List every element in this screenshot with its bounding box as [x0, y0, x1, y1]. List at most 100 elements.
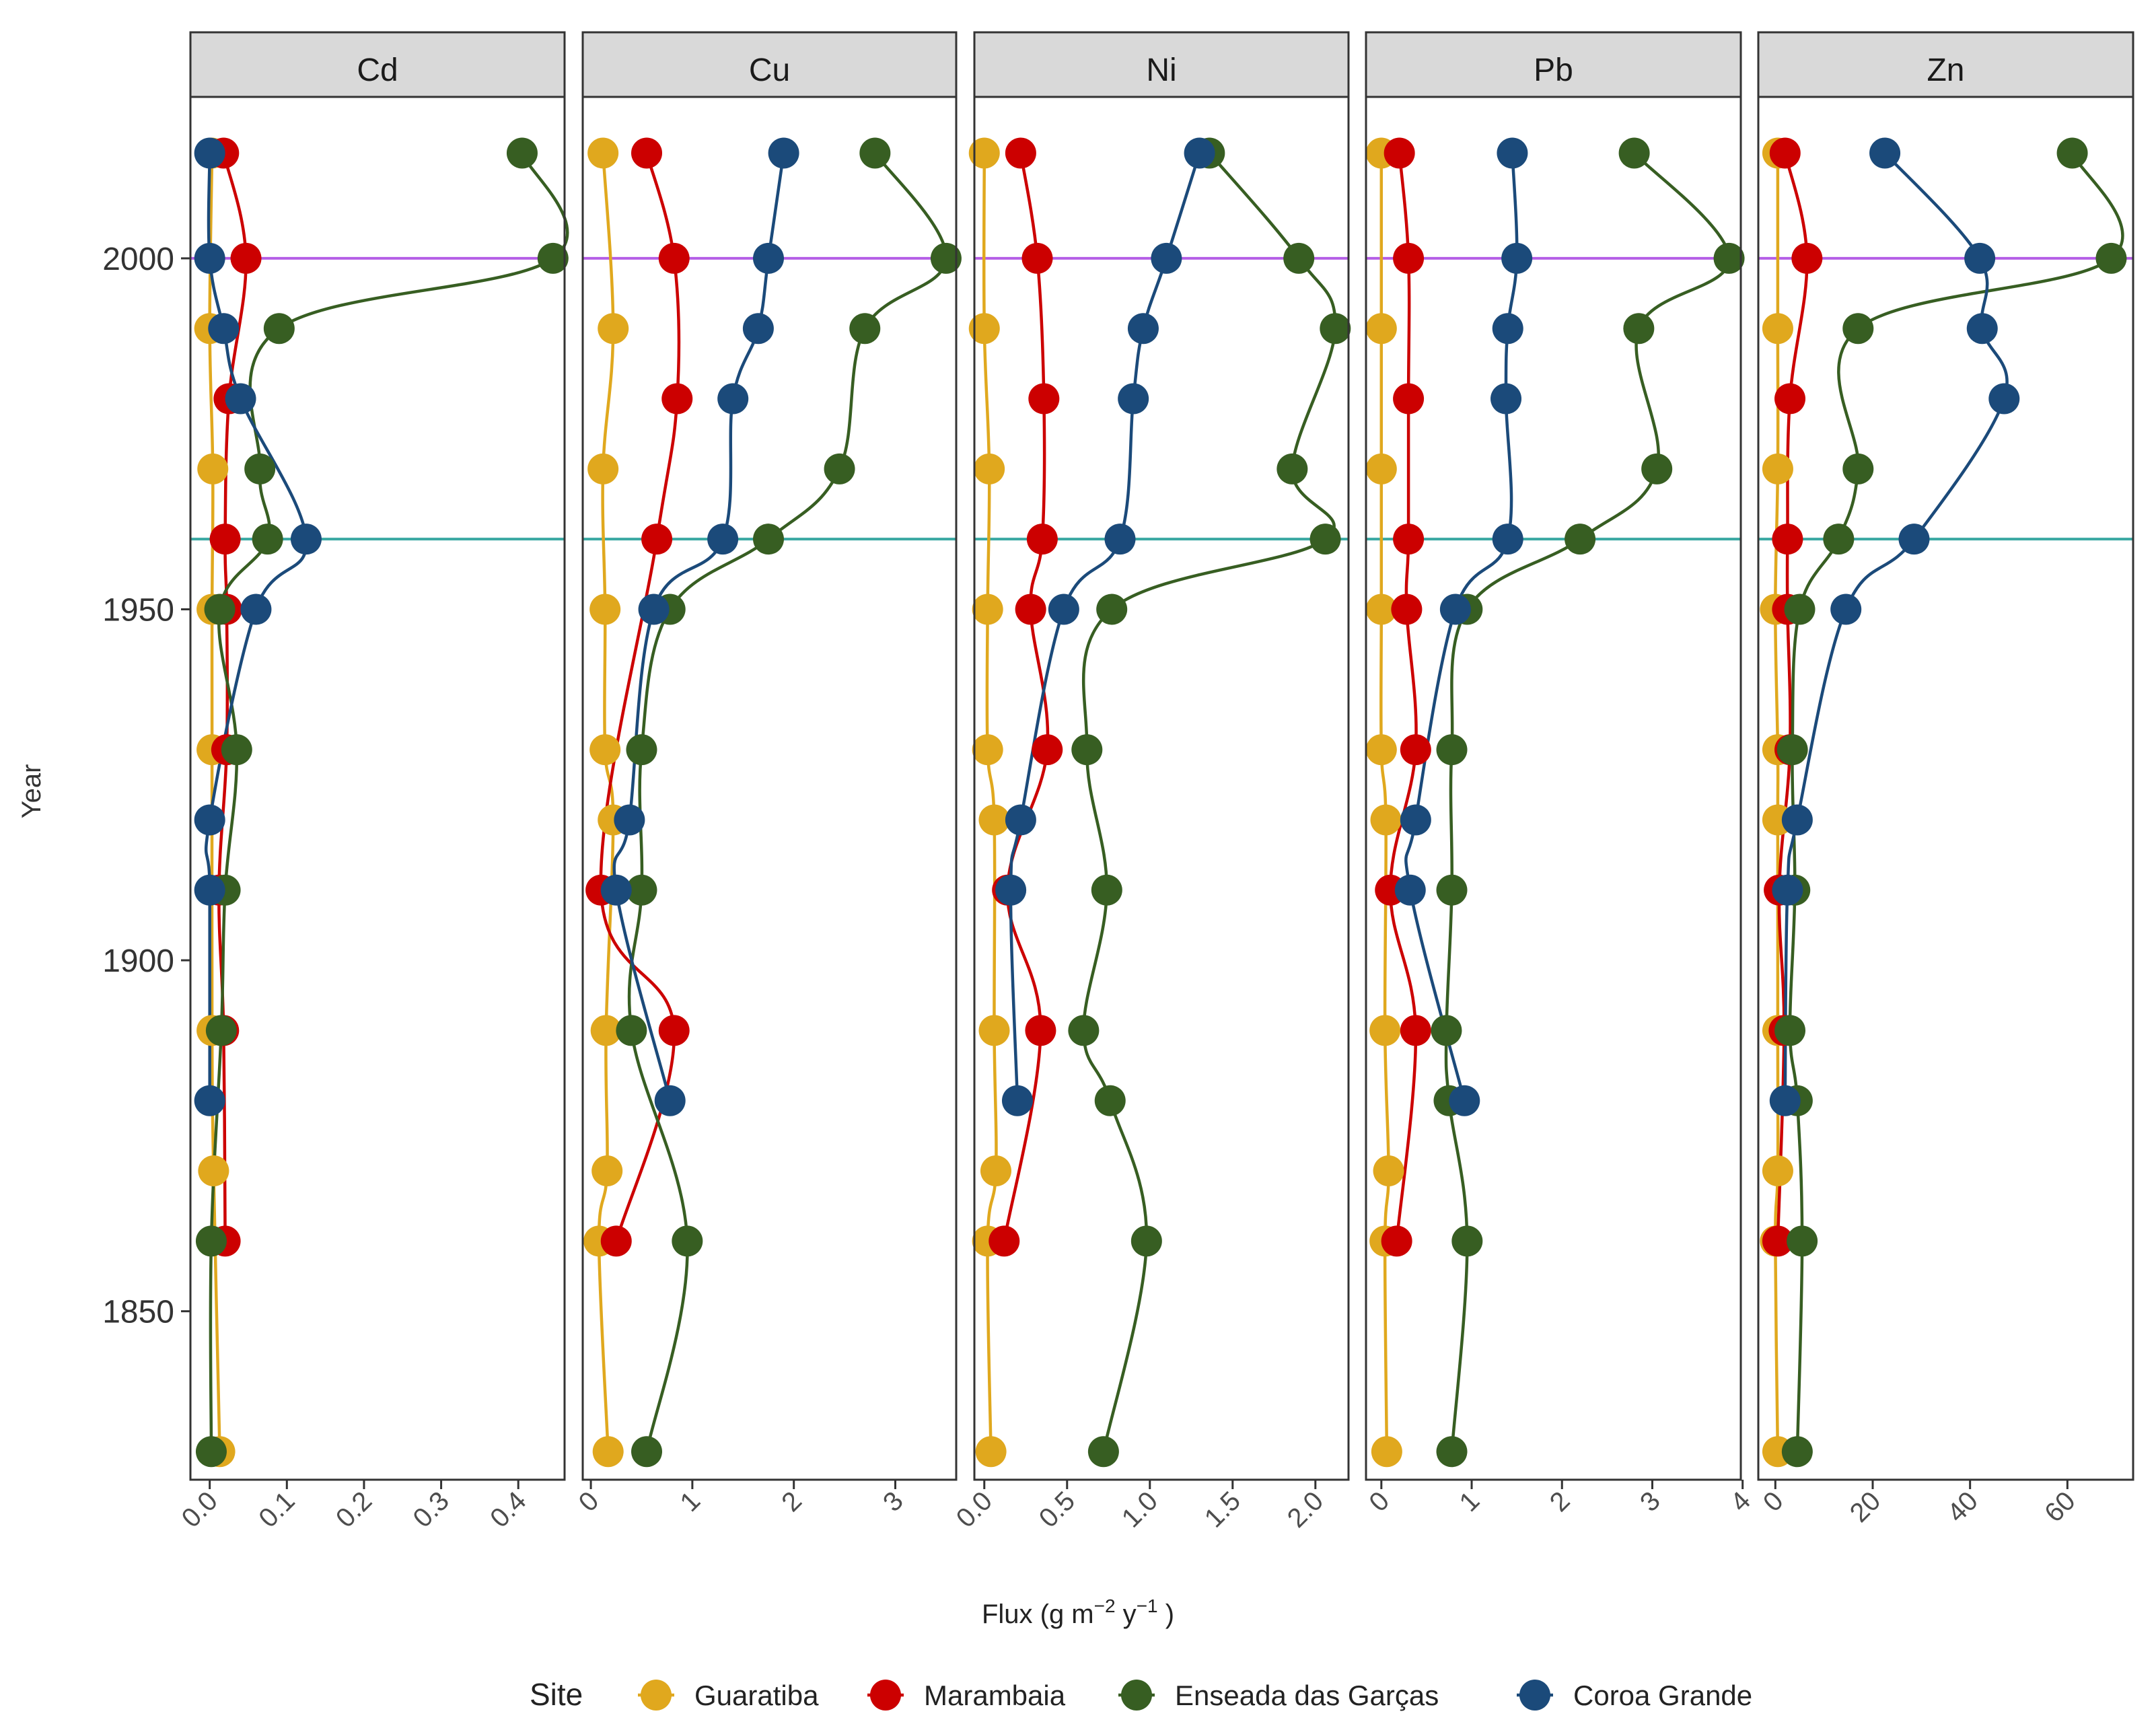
y-axis: 1850 1900 1950 2000 [102, 242, 190, 1330]
legend-key-point [641, 1680, 672, 1711]
x-tick-label-ni-4: 2.0 [1282, 1486, 1329, 1533]
point-pb-guaratiba-1830 [1371, 1436, 1402, 1468]
point-ni-guaratiba-1950 [972, 594, 1003, 625]
point-pb-coroa-grande-1980 [1490, 383, 1522, 415]
point-ni-enseada-das-garcas-1930 [1071, 734, 1103, 766]
x-tick-label-zn-3: 60 [2039, 1486, 2081, 1528]
point-zn-coroa-grande-1910 [1772, 874, 1803, 906]
panel-border-cu [581, 96, 958, 1481]
point-cu-marambaia-1980 [661, 383, 693, 415]
y-tick-label-1950: 1950 [102, 592, 174, 628]
point-zn-enseada-das-garcas-2000 [2095, 242, 2127, 274]
point-zn-guaratiba-1870 [1762, 1155, 1793, 1187]
x-tick-label-cd-3: 0.3 [408, 1486, 455, 1533]
panel-cu: Cu 0 1 2 3 [573, 31, 962, 1517]
strip-label-zn: Zn [1927, 52, 1964, 88]
plot-area-zn [1758, 97, 2133, 1480]
point-cu-enseada-das-garcas-1860 [672, 1225, 703, 1257]
point-ni-coroa-grande-2015 [1184, 137, 1215, 169]
point-pb-guaratiba-1870 [1373, 1155, 1404, 1187]
plot-area-pb [1366, 97, 1741, 1480]
x-tick-label-cu-2: 2 [776, 1486, 807, 1517]
point-ni-guaratiba-1930 [972, 734, 1003, 766]
point-cd-coroa-grande-1910 [194, 874, 225, 906]
point-pb-enseada-das-garcas-1890 [1431, 1015, 1462, 1046]
point-ni-marambaia-1950 [1015, 594, 1046, 625]
plot-area-cd [190, 97, 565, 1480]
point-ni-guaratiba-1830 [975, 1436, 1007, 1468]
point-pb-guaratiba-1970 [1365, 453, 1397, 484]
point-cu-coroa-grande-1980 [717, 383, 749, 415]
point-cd-coroa-grande-1990 [208, 313, 240, 345]
series-line-zn-enseada-das-garcas [1788, 152, 2124, 1452]
point-pb-enseada-das-garcas-2015 [1618, 137, 1650, 169]
series-line-ni-marambaia [1003, 153, 1050, 1242]
strip-pb [1365, 31, 1742, 98]
panel-cd: Cd 0.0 0.1 0.2 0.3 0.4 [176, 31, 569, 1534]
y-tick-label-1850: 1850 [102, 1295, 174, 1330]
legend-key-point [1121, 1680, 1152, 1711]
point-cu-enseada-das-garcas-1990 [849, 313, 881, 345]
point-zn-coroa-grande-1980 [1988, 383, 2020, 415]
point-cd-guaratiba-1870 [198, 1155, 229, 1187]
legend-label: Guaratiba [694, 1680, 819, 1711]
point-ni-coroa-grande-1960 [1104, 524, 1136, 555]
point-cu-coroa-grande-1920 [614, 804, 645, 836]
x-tick-label-cd-4: 0.4 [484, 1486, 532, 1533]
point-zn-enseada-das-garcas-1860 [1787, 1225, 1818, 1257]
legend-label: Marambaia [924, 1680, 1066, 1711]
point-ni-enseada-das-garcas-2000 [1283, 242, 1315, 274]
strip-label-cd: Cd [357, 52, 398, 88]
point-ni-guaratiba-1990 [968, 313, 1000, 345]
series-line-cu-enseada-das-garcas [627, 152, 948, 1452]
point-zn-enseada-das-garcas-1990 [1842, 313, 1874, 345]
point-zn-enseada-das-garcas-1950 [1784, 594, 1816, 625]
point-cu-guaratiba-1950 [589, 594, 621, 625]
point-zn-coroa-grande-1960 [1898, 524, 1930, 555]
series-line-ni-guaratiba [982, 153, 998, 1452]
point-zn-coroa-grande-2000 [1964, 242, 1996, 274]
point-cu-guaratiba-1870 [591, 1155, 623, 1187]
y-tick-label-2000: 2000 [102, 242, 174, 277]
point-zn-enseada-das-garcas-1970 [1842, 453, 1874, 484]
point-zn-enseada-das-garcas-2015 [2056, 137, 2088, 169]
strip-label-ni: Ni [1146, 52, 1176, 88]
point-zn-coroa-grande-1950 [1830, 594, 1862, 625]
point-ni-coroa-grande-1950 [1048, 594, 1079, 625]
point-pb-coroa-grande-1910 [1394, 874, 1426, 906]
point-ni-marambaia-2000 [1021, 242, 1053, 274]
point-pb-coroa-grande-1990 [1492, 313, 1523, 345]
point-ni-marambaia-1980 [1028, 383, 1060, 415]
point-pb-coroa-grande-1960 [1492, 524, 1523, 555]
legend: Site Guaratiba Marambaia Enseada das Garça… [530, 1677, 1752, 1712]
point-ni-enseada-das-garcas-1970 [1277, 453, 1308, 484]
point-ni-guaratiba-1870 [980, 1155, 1011, 1187]
point-zn-coroa-grande-1990 [1966, 313, 1998, 345]
point-ni-coroa-grande-1980 [1118, 383, 1149, 415]
point-cu-guaratiba-1970 [587, 453, 619, 484]
x-tick-label-cd-0: 0.0 [176, 1486, 223, 1533]
point-pb-guaratiba-1890 [1369, 1015, 1401, 1046]
point-cd-coroa-grande-1960 [290, 524, 322, 555]
point-cd-coroa-grande-2000 [194, 242, 225, 274]
point-cd-enseada-das-garcas-1990 [263, 313, 295, 345]
point-ni-coroa-grande-1910 [995, 874, 1027, 906]
point-pb-coroa-grande-1950 [1439, 594, 1471, 625]
x-tick-label-pb-4: 4 [1725, 1486, 1756, 1517]
x-tick-label-ni-0: 0.0 [951, 1486, 998, 1533]
x-tick-label-pb-3: 3 [1634, 1486, 1666, 1517]
x-tick-label-zn-0: 0 [1758, 1486, 1789, 1517]
point-ni-coroa-grande-1880 [1001, 1085, 1033, 1116]
point-cu-marambaia-1860 [600, 1225, 632, 1257]
strip-ni [973, 31, 1350, 98]
point-zn-marambaia-2000 [1791, 242, 1823, 274]
point-cu-enseada-das-garcas-1890 [616, 1015, 647, 1046]
legend-label: Coroa Grande [1573, 1680, 1752, 1711]
x-tick-label-cd-1: 0.1 [253, 1486, 300, 1533]
point-cd-enseada-das-garcas-1860 [195, 1225, 227, 1257]
y-tick-label-1900: 1900 [102, 943, 174, 979]
point-cu-marambaia-2000 [658, 242, 690, 274]
panel-border-zn [1757, 96, 2134, 1481]
point-ni-enseada-das-garcas-1990 [1320, 313, 1351, 345]
